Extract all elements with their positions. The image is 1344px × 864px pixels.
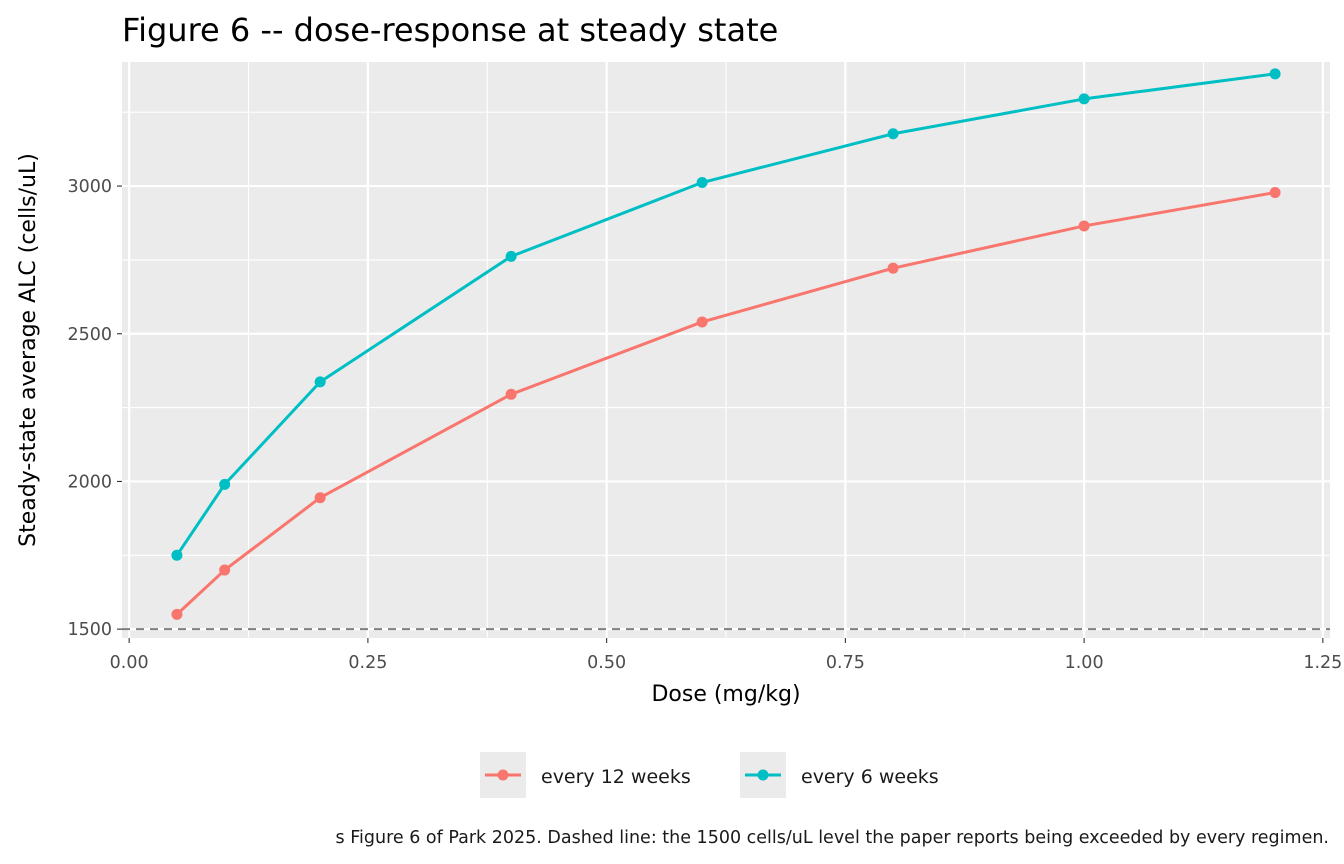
y-axis-title: Steady-state average ALC (cells/uL) <box>16 153 41 547</box>
data-point-every-6-weeks <box>219 478 231 490</box>
y-tick-label: 2000 <box>67 472 112 492</box>
x-tick-label: 0.25 <box>348 653 387 673</box>
data-point-every-12-weeks <box>887 262 899 274</box>
chart-title: Figure 6 -- dose-response at steady stat… <box>122 11 778 49</box>
legend-label-every-6-weeks: every 6 weeks <box>801 766 939 788</box>
data-point-every-6-weeks <box>505 250 517 262</box>
data-point-every-6-weeks <box>696 177 708 189</box>
x-tick-label: 0.50 <box>587 653 626 673</box>
data-point-every-12-weeks <box>696 316 708 328</box>
series-line-every-6-weeks <box>175 72 1276 557</box>
x-tick-label: 0.75 <box>826 653 865 673</box>
x-tick-label: 1.25 <box>1303 653 1342 673</box>
series-line-every-12-weeks <box>175 191 1276 616</box>
data-point-every-6-weeks <box>1078 93 1090 105</box>
data-point-every-12-weeks <box>219 564 231 576</box>
data-point-every-6-weeks <box>314 376 326 388</box>
data-point-every-12-weeks <box>505 388 517 400</box>
y-axis-ticks: 1500 2000 2500 3000 <box>67 177 122 640</box>
y-tick-label: 2500 <box>67 325 112 345</box>
legend-key-point <box>497 769 509 781</box>
data-point-every-12-weeks <box>1078 220 1090 232</box>
legend-label-every-12-weeks: every 12 weeks <box>541 766 691 788</box>
data-point-every-6-weeks <box>171 549 183 561</box>
x-axis-ticks: 0.00 0.25 0.50 0.75 1.00 1.25 <box>110 638 1342 673</box>
series-layer <box>171 68 1281 620</box>
x-tick-label: 0.00 <box>110 653 149 673</box>
y-tick-label: 1500 <box>67 620 112 640</box>
x-axis-title: Dose (mg/kg) <box>651 682 800 707</box>
y-tick-label: 3000 <box>67 177 112 197</box>
data-point-every-12-weeks <box>1269 187 1281 199</box>
minor-gridlines <box>122 62 1330 638</box>
data-point-every-12-weeks <box>314 492 326 504</box>
chart-caption: s Figure 6 of Park 2025. Dashed line: th… <box>336 828 1329 848</box>
data-point-every-6-weeks <box>887 128 899 140</box>
legend-key-point <box>757 769 769 781</box>
data-point-every-6-weeks <box>1269 68 1281 80</box>
data-point-every-12-weeks <box>171 608 183 620</box>
legend: every 12 weeks every 6 weeks <box>480 752 939 798</box>
x-tick-label: 1.00 <box>1065 653 1104 673</box>
